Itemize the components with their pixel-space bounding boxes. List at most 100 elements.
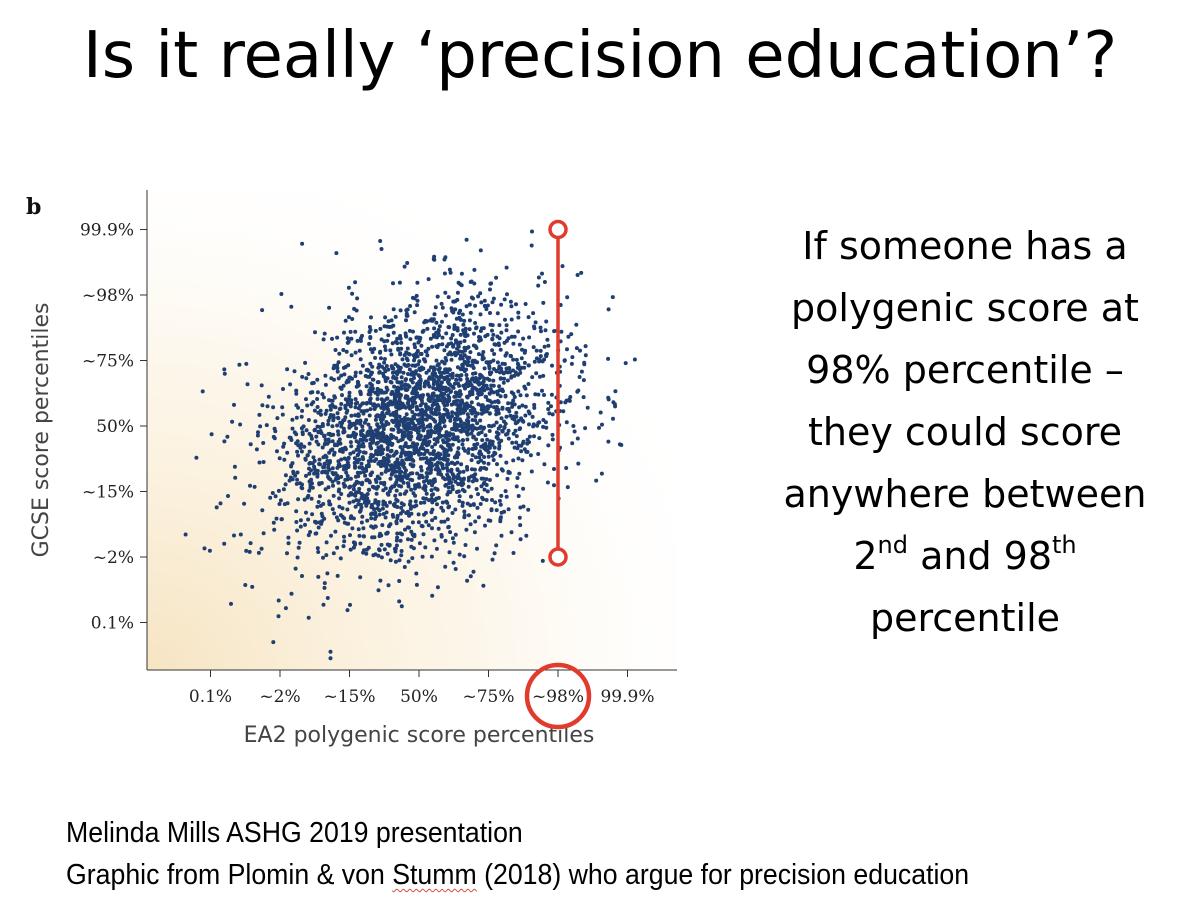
data-point [341,430,346,434]
data-point [462,403,467,408]
data-point [408,437,413,442]
data-point [425,424,430,429]
data-point [460,500,465,505]
data-point [207,548,212,553]
data-point [523,404,528,409]
data-point [445,492,450,497]
data-point [309,496,314,501]
data-point [388,348,393,353]
data-point [393,549,398,554]
data-point [313,330,317,335]
data-point [409,417,414,422]
data-point [322,434,326,439]
data-point [383,377,388,382]
data-point [247,549,252,554]
data-point [433,467,438,472]
data-point [495,360,500,365]
data-point [463,334,468,339]
data-point [315,472,320,477]
data-point [416,430,420,435]
data-point [455,297,460,302]
data-point [473,418,478,423]
data-point [386,421,391,426]
data-point [417,425,422,430]
data-point [339,474,344,479]
data-point [368,455,373,460]
data-point [244,361,249,366]
data-point [414,571,419,576]
data-point [523,413,528,418]
data-point [478,418,483,423]
data-point [458,332,463,337]
data-point [356,440,361,445]
data-point [490,323,495,328]
data-point [369,524,374,529]
data-point [410,410,415,414]
data-point [415,471,420,476]
data-point [469,494,473,499]
data-point [442,361,447,366]
data-point [509,375,514,380]
data-point [375,392,380,397]
data-point [410,556,415,561]
data-point [434,335,439,340]
data-point [313,427,317,432]
data-point [436,396,441,401]
data-point [357,465,362,470]
data-point [375,386,380,391]
data-point [424,460,429,465]
data-point [494,275,499,280]
data-point [402,353,407,358]
data-point [507,366,512,371]
data-point [512,373,517,378]
data-point [411,399,416,404]
data-point [409,511,414,516]
data-point [340,393,344,398]
data-point [370,432,375,437]
data-point [359,502,363,507]
data-point [244,548,249,553]
data-point [355,459,360,464]
data-point [518,393,523,398]
data-point [416,394,421,399]
data-point [315,405,320,409]
data-point [478,372,483,377]
data-point [260,308,265,313]
data-point [524,449,529,454]
data-point [444,499,449,504]
callout-sup: th [1052,531,1077,559]
data-point [457,383,462,388]
data-point [390,471,395,476]
data-point [440,319,444,324]
data-point [309,468,313,473]
data-point [416,434,421,439]
data-point [510,440,515,445]
callout-line: polygenic score at [791,286,1139,330]
data-point [498,394,503,399]
data-point [479,458,484,463]
data-point [439,505,444,510]
data-point [535,423,540,428]
data-point [521,336,526,341]
data-point [456,280,461,285]
data-point [388,558,393,563]
data-point [375,501,380,506]
data-point [419,343,424,348]
data-point [327,476,331,481]
data-point [481,583,486,588]
data-point [335,545,340,550]
data-point [526,363,531,368]
data-point [411,464,415,469]
data-point [412,416,417,421]
data-point [410,457,415,462]
data-point [454,377,459,382]
data-point [453,390,458,395]
data-point [397,396,402,401]
data-point [327,305,332,310]
data-point [509,334,514,339]
data-point [387,489,392,494]
data-point [457,476,462,481]
data-point [495,389,500,394]
data-point [377,425,382,430]
data-point [487,445,492,450]
